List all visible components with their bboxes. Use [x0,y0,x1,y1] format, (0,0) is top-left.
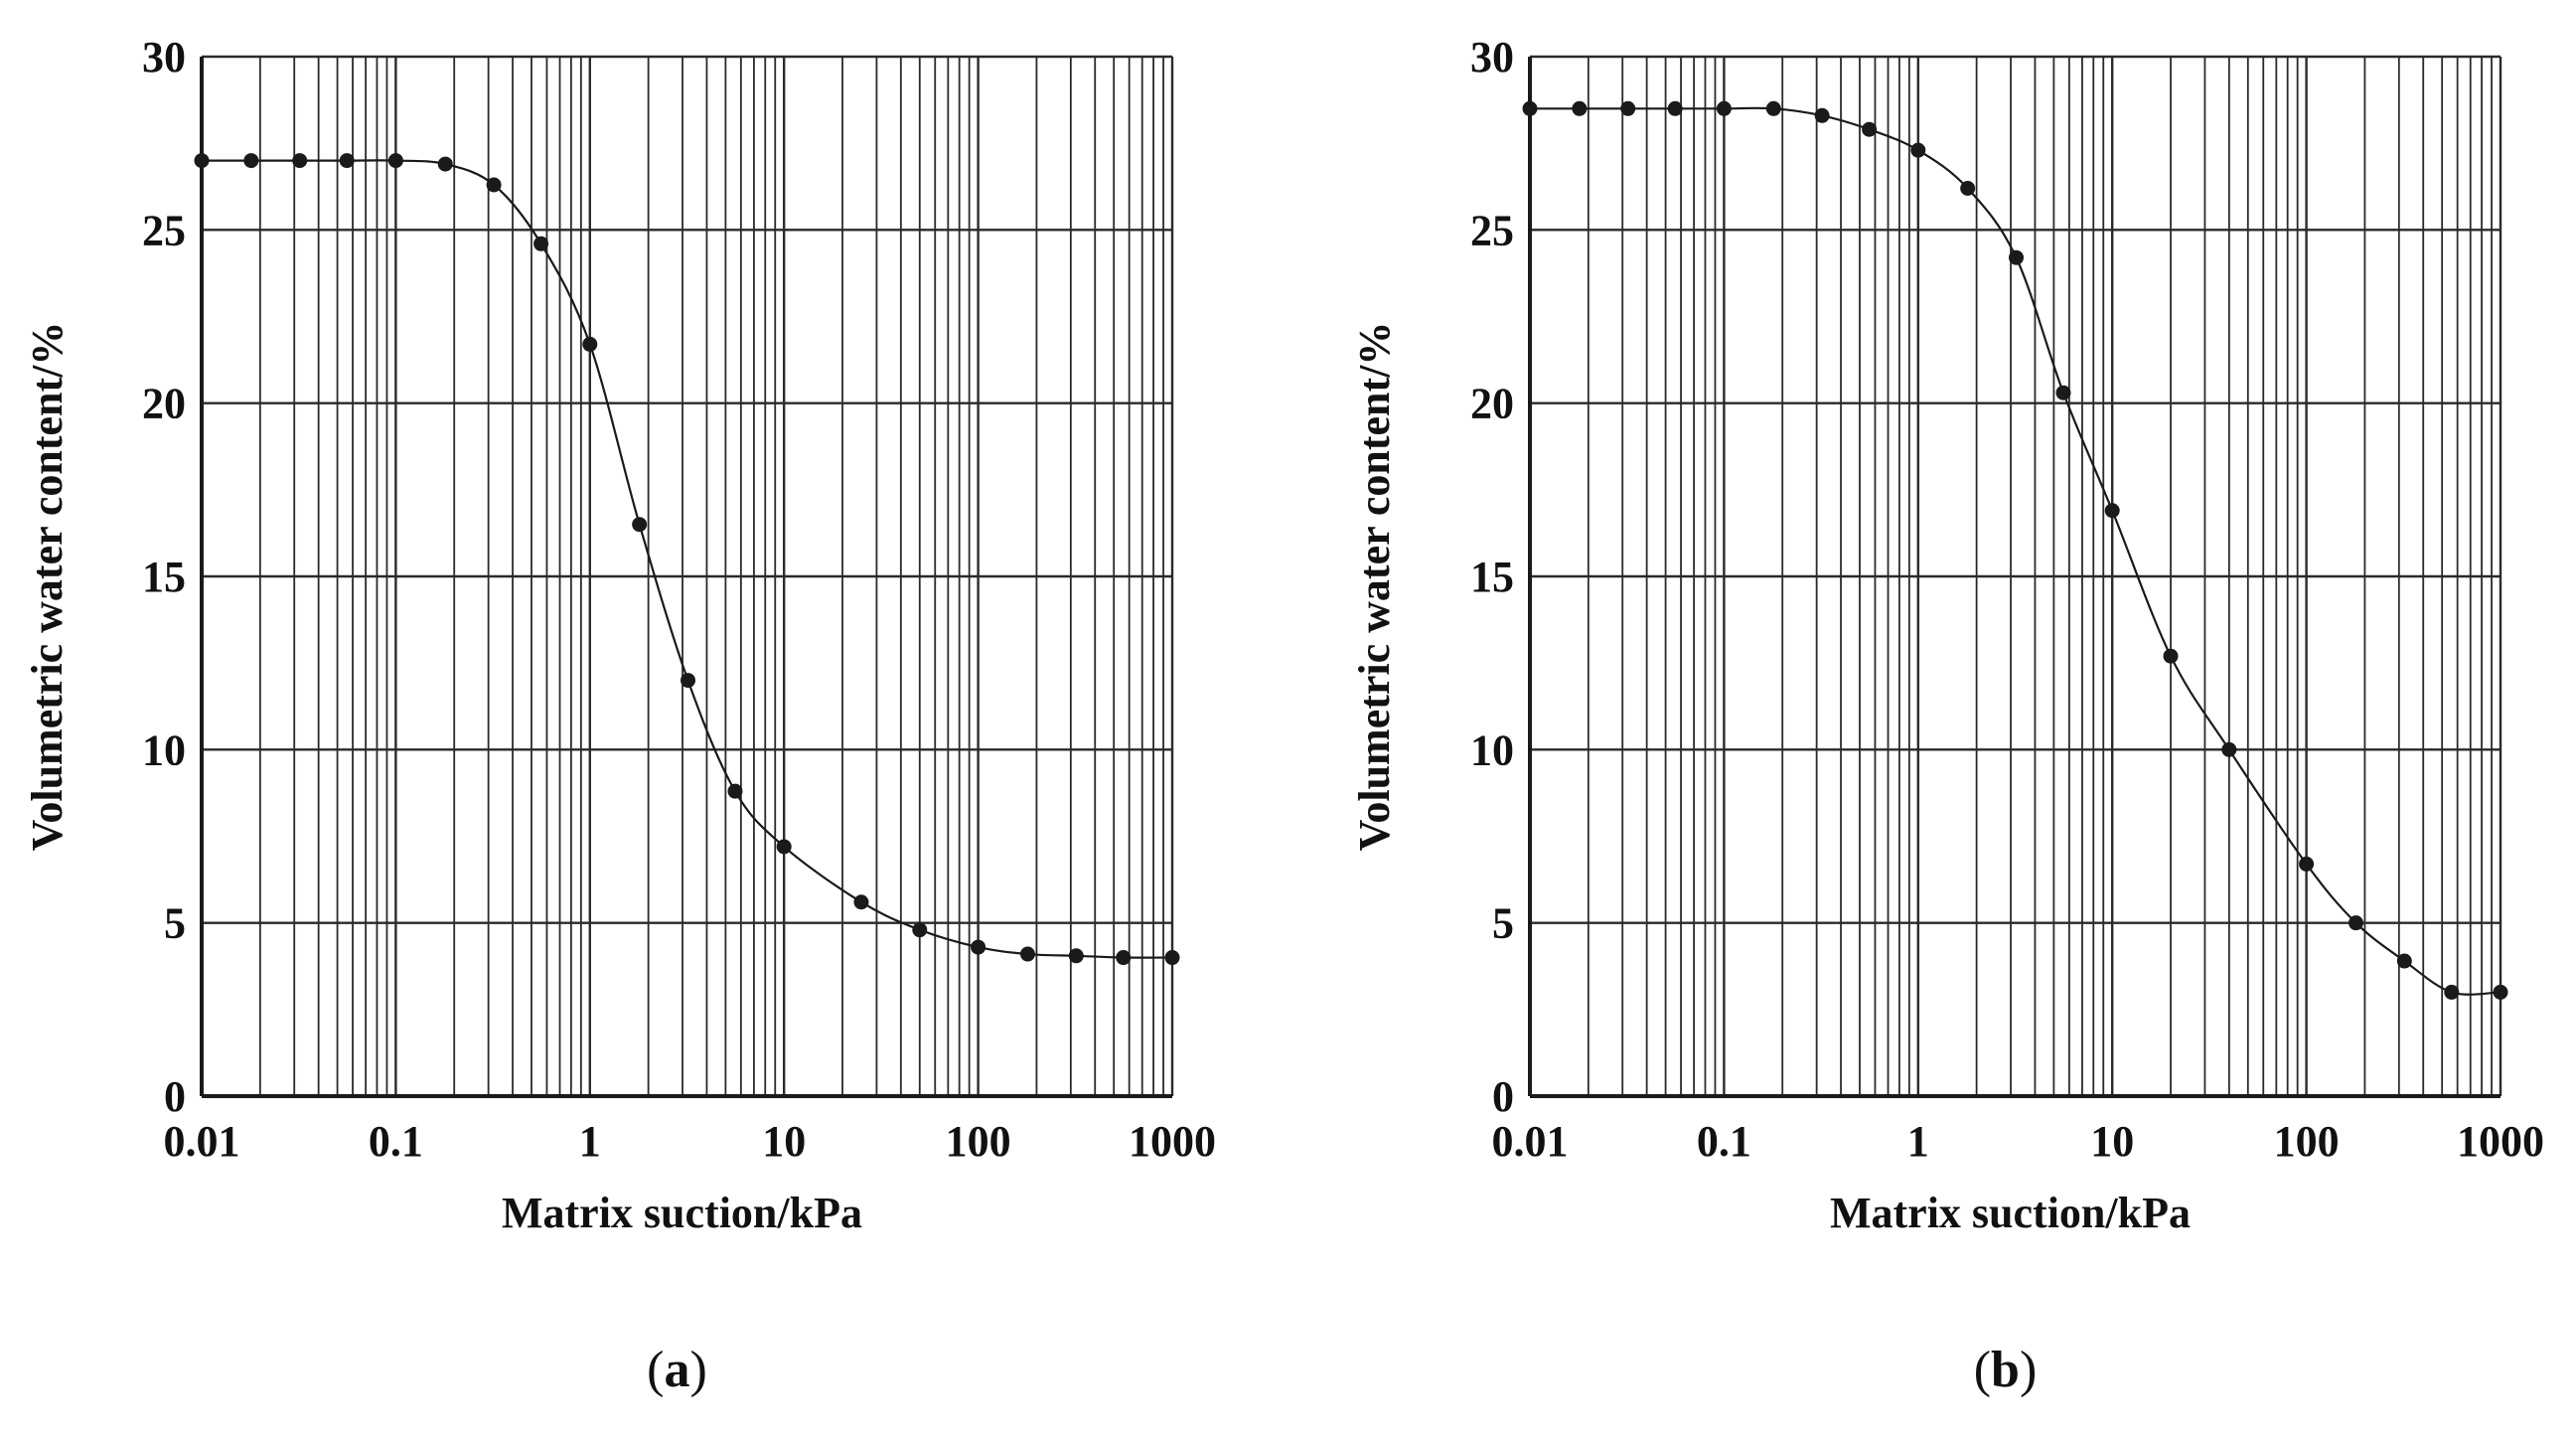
x-tick-label: 1 [579,1117,601,1166]
x-tick-label: 100 [946,1117,1011,1166]
data-point [1960,180,1976,196]
x-axis-label: Matrix suction/kPa [1830,1189,2191,1237]
data-point [1068,948,1084,964]
chart-panel-a: 0 5 10 15 20 25 30 0.01 0.1 1 10 100 1000 Matrix suct… [23,33,1216,1398]
y-axis-label: Volumetric water content/% [1350,322,1399,852]
data-point [727,783,743,799]
data-point [776,839,792,855]
y-tick-label: 5 [1492,899,1514,948]
data-point [2444,984,2460,1000]
panel-label-letter: a [665,1342,690,1398]
x-tick-label: 0.1 [369,1117,423,1166]
y-tick-label: 0 [164,1072,186,1121]
data-point [2348,915,2363,931]
data-point [1522,100,1538,116]
data-point [912,922,928,938]
y-tick-label: 30 [1470,33,1514,81]
panel-label-close: ) [690,1342,707,1398]
data-point [1019,946,1035,962]
data-point [533,236,549,251]
y-gridlines [1530,229,2500,924]
y-tick-label: 10 [142,725,186,774]
data-point [1910,142,1926,158]
x-tick-label: 1000 [2457,1117,2544,1166]
data-point [1164,950,1180,966]
x-tick-label: 10 [762,1117,806,1166]
data-point [1765,100,1781,116]
data-point [1572,100,1588,116]
x-tick-label: 1 [1907,1117,1929,1166]
data-point [2055,385,2071,400]
chart-panel-b: 0 5 10 15 20 25 30 0.01 0.1 1 10 100 1000 Matrix suct… [1350,33,2544,1398]
x-tick-label: 0.01 [1492,1117,1569,1166]
data-point [2396,953,2412,969]
data-point [681,673,696,689]
data-point [1116,950,1132,966]
data-point [292,153,308,169]
panel-label-open: ( [1974,1342,1991,1398]
y-tick-label: 20 [142,380,186,428]
data-point [2493,984,2508,1000]
data-point [1862,121,1878,137]
data-point [2104,503,2120,519]
data-point [194,153,210,169]
data-point [971,939,986,955]
data-point [853,894,869,910]
data-point [2009,249,2025,265]
data-point [2163,648,2179,664]
x-tick-label: 10 [2090,1117,2134,1166]
data-point [632,517,648,533]
fitted-curve [1529,106,2501,996]
x-tick-label: 0.1 [1697,1117,1751,1166]
data-point [243,153,259,169]
data-point [437,156,453,172]
data-point [486,177,502,193]
panel-label-open: ( [647,1342,664,1398]
x-axis-label: Matrix suction/kPa [502,1189,862,1237]
y-tick-label: 25 [142,206,186,254]
data-point [1814,107,1830,123]
y-tick-label: 15 [1470,553,1514,601]
y-tick-label: 5 [164,899,186,948]
y-tick-label: 20 [1470,380,1514,428]
data-point [2299,856,2315,872]
data-point [1716,100,1732,116]
panel-label: (a) [647,1342,707,1398]
data-point [339,153,355,169]
y-tick-label: 25 [1470,206,1514,254]
data-point [1667,100,1683,116]
x-tick-label: 100 [2274,1117,2340,1166]
data-point [582,336,598,352]
data-point [1620,100,1636,116]
y-gridlines [202,229,1172,924]
data-point [2221,741,2237,757]
y-tick-label: 30 [142,33,186,81]
panel-label-letter: b [1991,1342,2020,1398]
y-tick-label: 10 [1470,725,1514,774]
data-point [387,153,403,169]
y-axis-label: Volumetric water content/% [23,322,72,852]
panel-label: (b) [1974,1342,2038,1398]
y-tick-label: 15 [142,553,186,601]
x-tick-label: 1000 [1129,1117,1216,1166]
x-tick-label: 0.01 [164,1117,240,1166]
panel-label-close: ) [2020,1342,2037,1398]
y-tick-label: 0 [1492,1072,1514,1121]
fitted-curve [202,159,1173,959]
